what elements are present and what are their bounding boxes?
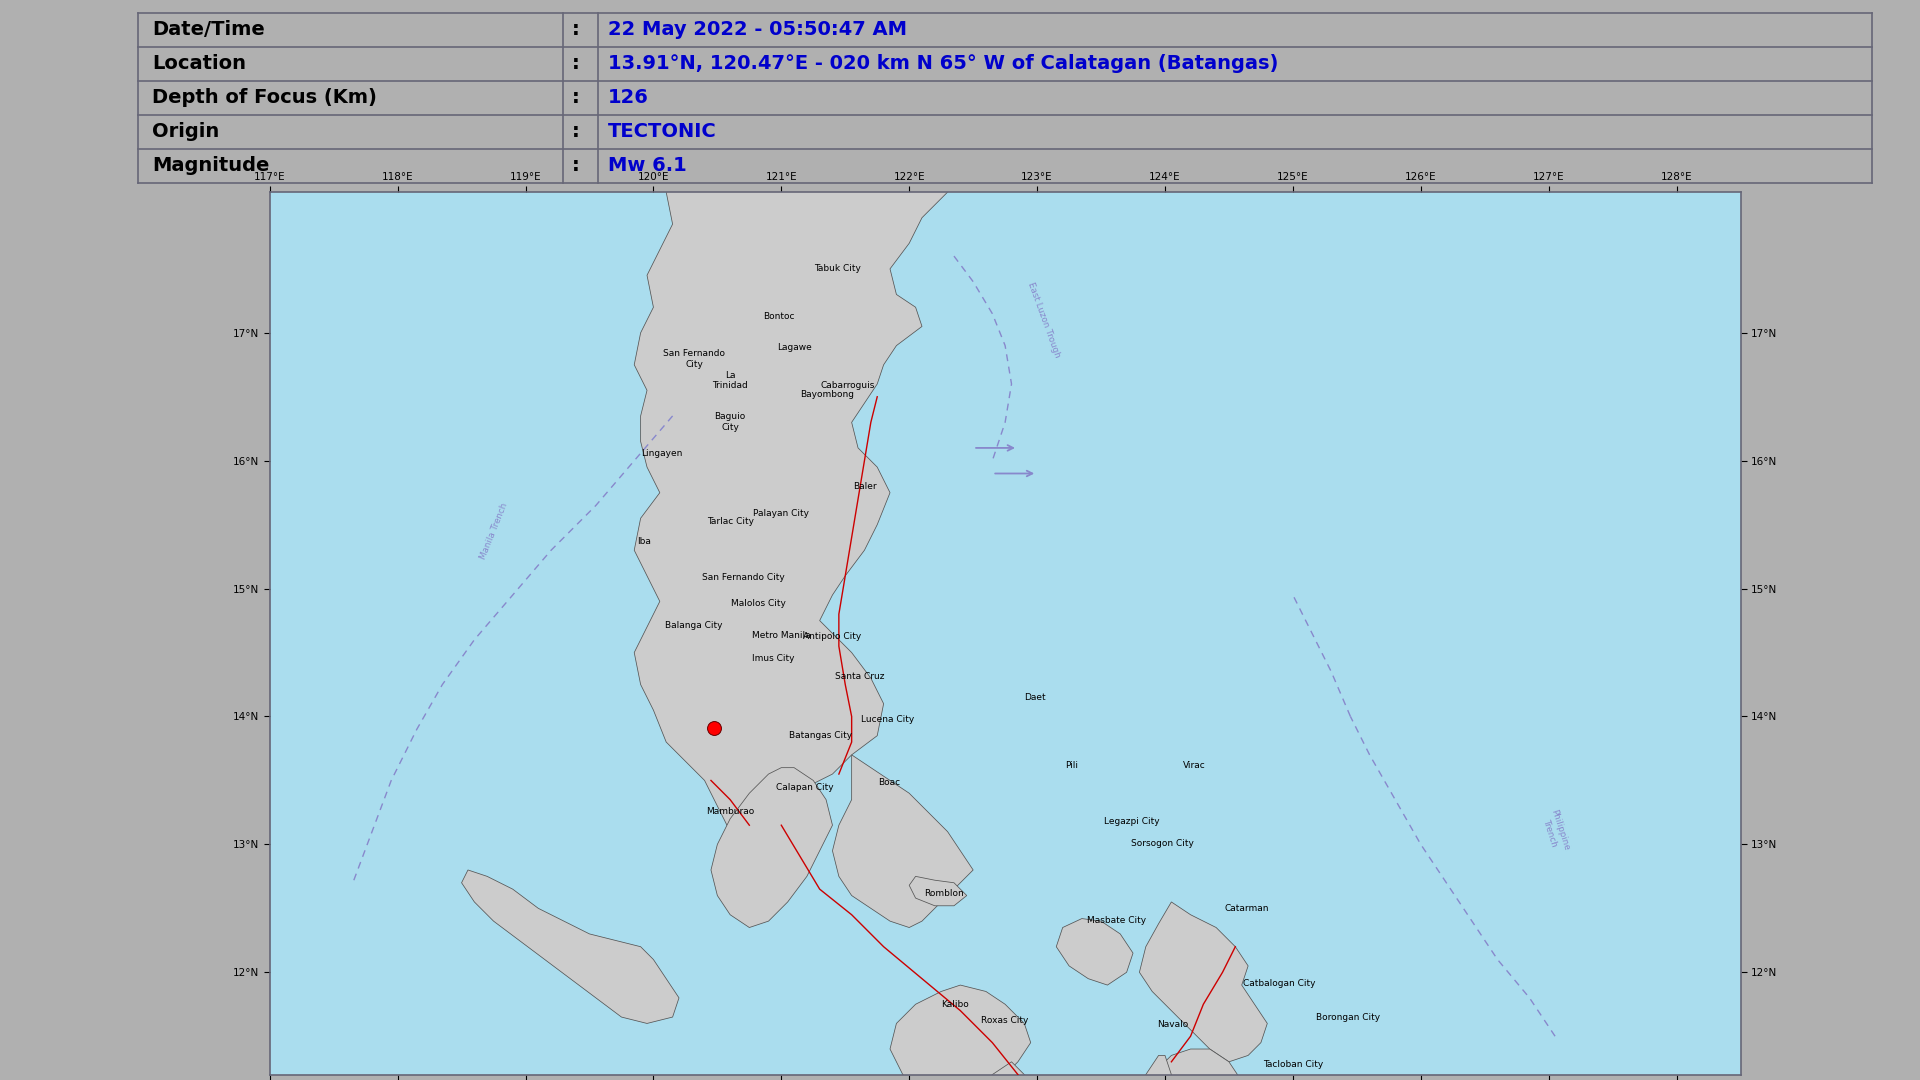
Text: Baguio
City: Baguio City bbox=[714, 413, 745, 432]
Text: Legazpi City: Legazpi City bbox=[1104, 818, 1160, 826]
Text: Virac: Virac bbox=[1183, 761, 1206, 770]
Text: Lagawe: Lagawe bbox=[778, 343, 812, 352]
Text: San Fernando City: San Fernando City bbox=[701, 573, 783, 582]
Text: TECTONIC: TECTONIC bbox=[609, 122, 716, 141]
Text: Tabuk City: Tabuk City bbox=[814, 264, 860, 273]
Polygon shape bbox=[1127, 1055, 1171, 1080]
Text: Philippine
Trench: Philippine Trench bbox=[1540, 808, 1571, 855]
Text: Magnitude: Magnitude bbox=[152, 157, 269, 175]
Polygon shape bbox=[891, 985, 1031, 1080]
Polygon shape bbox=[461, 870, 680, 1024]
Polygon shape bbox=[910, 876, 968, 906]
Text: Antipolo City: Antipolo City bbox=[803, 632, 862, 642]
Text: :: : bbox=[572, 122, 580, 141]
Polygon shape bbox=[1139, 902, 1267, 1062]
Text: :: : bbox=[572, 54, 580, 73]
Text: :: : bbox=[572, 157, 580, 175]
Text: Romblon: Romblon bbox=[924, 889, 964, 899]
Text: Kalibo: Kalibo bbox=[941, 1000, 970, 1010]
Text: Calapan City: Calapan City bbox=[776, 783, 833, 792]
Text: Cabarroguis: Cabarroguis bbox=[820, 381, 876, 390]
Text: Depth of Focus (Km): Depth of Focus (Km) bbox=[152, 89, 376, 107]
Text: 22 May 2022 - 05:50:47 AM: 22 May 2022 - 05:50:47 AM bbox=[609, 21, 906, 40]
Text: Location: Location bbox=[152, 54, 246, 73]
Text: Tacloban City: Tacloban City bbox=[1263, 1061, 1323, 1069]
Text: Catarman: Catarman bbox=[1225, 904, 1269, 914]
Text: Borongan City: Borongan City bbox=[1315, 1013, 1380, 1022]
Text: Sorsogon City: Sorsogon City bbox=[1131, 839, 1194, 848]
Text: Tarlac City: Tarlac City bbox=[707, 517, 755, 526]
Text: Date/Time: Date/Time bbox=[152, 21, 265, 40]
Text: Lingayen: Lingayen bbox=[641, 449, 684, 458]
Polygon shape bbox=[634, 122, 948, 845]
Text: Palayan City: Palayan City bbox=[753, 510, 810, 518]
Text: Roxas City: Roxas City bbox=[981, 1015, 1029, 1025]
Polygon shape bbox=[1158, 1049, 1248, 1080]
Text: Bayombong: Bayombong bbox=[801, 390, 854, 400]
Polygon shape bbox=[1056, 919, 1133, 985]
Text: Navalo: Navalo bbox=[1158, 1020, 1188, 1028]
Text: 126: 126 bbox=[609, 89, 649, 107]
Text: Metro Manila: Metro Manila bbox=[753, 631, 810, 639]
Text: Malolos City: Malolos City bbox=[732, 598, 785, 608]
Polygon shape bbox=[710, 768, 833, 928]
Text: Balanga City: Balanga City bbox=[664, 621, 722, 630]
Text: Boac: Boac bbox=[877, 778, 900, 787]
Text: Lucena City: Lucena City bbox=[860, 715, 914, 725]
Text: 13.91°N, 120.47°E - 020 km N 65° W of Calatagan (Batangas): 13.91°N, 120.47°E - 020 km N 65° W of Ca… bbox=[609, 54, 1279, 73]
Text: Santa Cruz: Santa Cruz bbox=[835, 672, 885, 680]
Polygon shape bbox=[973, 1062, 1050, 1080]
Text: East Luzon Trough: East Luzon Trough bbox=[1025, 281, 1062, 359]
Text: Masbate City: Masbate City bbox=[1087, 916, 1146, 924]
Text: Mamburao: Mamburao bbox=[707, 807, 755, 816]
Text: Bontoc: Bontoc bbox=[762, 312, 795, 322]
Text: Baler: Baler bbox=[852, 483, 877, 491]
Text: :: : bbox=[572, 89, 580, 107]
Text: Daet: Daet bbox=[1023, 693, 1044, 702]
Text: San Fernando
City: San Fernando City bbox=[662, 349, 726, 368]
Polygon shape bbox=[833, 755, 973, 928]
Text: Origin: Origin bbox=[152, 122, 219, 141]
Text: Manila Trench: Manila Trench bbox=[478, 501, 509, 561]
Text: Iba: Iba bbox=[637, 538, 651, 546]
Text: La
Trinidad: La Trinidad bbox=[712, 370, 749, 390]
Text: Pili: Pili bbox=[1066, 761, 1079, 770]
Text: Mw 6.1: Mw 6.1 bbox=[609, 157, 687, 175]
Text: Catbalogan City: Catbalogan City bbox=[1242, 978, 1315, 987]
Text: Batangas City: Batangas City bbox=[789, 731, 852, 740]
Text: :: : bbox=[572, 21, 580, 40]
Text: Imus City: Imus City bbox=[753, 653, 795, 663]
